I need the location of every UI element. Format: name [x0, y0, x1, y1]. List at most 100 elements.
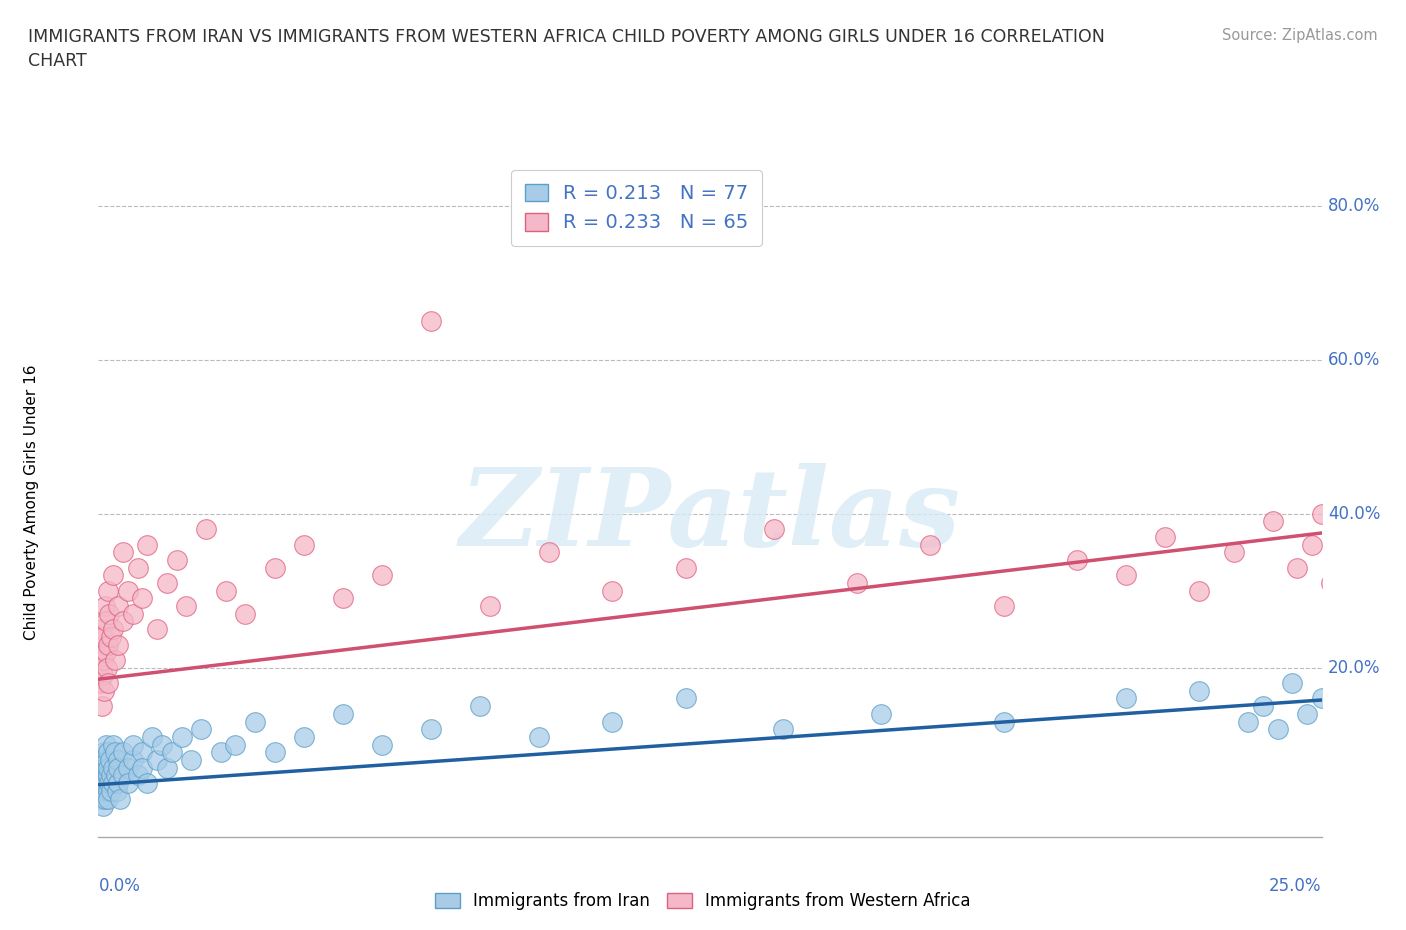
Point	[117, 583, 139, 598]
Point	[107, 752, 129, 767]
Legend: Immigrants from Iran, Immigrants from Western Africa: Immigrants from Iran, Immigrants from We…	[429, 885, 977, 917]
Point	[96, 768, 118, 783]
Point	[332, 591, 354, 605]
Point	[136, 776, 159, 790]
Point	[1310, 691, 1333, 706]
Point	[292, 729, 315, 744]
Text: ZIPatlas: ZIPatlas	[460, 462, 960, 568]
Point	[1267, 722, 1289, 737]
Point	[96, 614, 118, 629]
Point	[100, 768, 122, 783]
Point	[111, 614, 134, 629]
Point	[110, 791, 132, 806]
Point	[96, 776, 118, 790]
Point	[233, 606, 256, 621]
Point	[1334, 529, 1357, 544]
Point	[94, 761, 117, 776]
Point	[101, 622, 124, 637]
Point	[91, 653, 114, 668]
Point	[527, 729, 550, 744]
Point	[127, 768, 149, 783]
Point	[160, 745, 183, 760]
Point	[121, 606, 143, 621]
Point	[371, 568, 394, 583]
Point	[94, 791, 117, 806]
Point	[224, 737, 246, 752]
Point	[98, 752, 121, 767]
Point	[1115, 691, 1137, 706]
Point	[478, 599, 501, 614]
Point	[920, 538, 942, 552]
Point	[675, 560, 697, 575]
Point	[107, 599, 129, 614]
Point	[89, 675, 111, 690]
Point	[993, 714, 1015, 729]
Point	[263, 745, 285, 760]
Point	[91, 668, 114, 683]
Point	[1310, 506, 1333, 521]
Point	[94, 599, 117, 614]
Point	[111, 768, 134, 783]
Point	[107, 637, 129, 652]
Text: IMMIGRANTS FROM IRAN VS IMMIGRANTS FROM WESTERN AFRICA CHILD POVERTY AMONG GIRLS: IMMIGRANTS FROM IRAN VS IMMIGRANTS FROM …	[28, 28, 1105, 70]
Point	[91, 622, 114, 637]
Point	[1360, 522, 1382, 537]
Point	[136, 538, 159, 552]
Point	[292, 538, 315, 552]
Point	[111, 745, 134, 760]
Text: 60.0%: 60.0%	[1327, 351, 1381, 369]
Point	[1296, 707, 1319, 722]
Point	[100, 630, 122, 644]
Point	[1374, 560, 1396, 575]
Point	[90, 761, 112, 776]
Point	[91, 799, 114, 814]
Point	[101, 776, 124, 790]
Point	[209, 745, 232, 760]
Point	[1237, 714, 1260, 729]
Text: 20.0%: 20.0%	[1327, 658, 1381, 677]
Point	[91, 752, 114, 767]
Point	[263, 560, 285, 575]
Legend: R = 0.213   N = 77, R = 0.233   N = 65: R = 0.213 N = 77, R = 0.233 N = 65	[510, 170, 762, 246]
Point	[371, 737, 394, 752]
Point	[166, 552, 188, 567]
Point	[1188, 583, 1211, 598]
Point	[98, 606, 121, 621]
Point	[993, 599, 1015, 614]
Point	[600, 583, 623, 598]
Point	[1350, 552, 1372, 567]
Point	[1066, 552, 1088, 567]
Point	[89, 776, 111, 790]
Text: Source: ZipAtlas.com: Source: ZipAtlas.com	[1222, 28, 1378, 43]
Point	[103, 653, 125, 668]
Point	[97, 637, 120, 652]
Point	[91, 783, 114, 798]
Point	[131, 761, 153, 776]
Point	[1115, 568, 1137, 583]
Point	[1389, 522, 1406, 537]
Point	[1403, 491, 1406, 506]
Text: 25.0%: 25.0%	[1270, 877, 1322, 896]
Point	[170, 729, 193, 744]
Point	[94, 644, 117, 659]
Point	[156, 576, 179, 591]
Text: 80.0%: 80.0%	[1327, 197, 1381, 215]
Point	[101, 737, 124, 752]
Point	[91, 630, 114, 644]
Point	[1154, 529, 1177, 544]
Point	[90, 644, 112, 659]
Point	[101, 568, 124, 583]
Point	[97, 761, 120, 776]
Point	[90, 791, 112, 806]
Point	[1301, 538, 1323, 552]
Point	[146, 622, 169, 637]
Point	[105, 783, 128, 798]
Point	[97, 791, 120, 806]
Point	[101, 761, 124, 776]
Point	[1222, 545, 1244, 560]
Point	[89, 660, 111, 675]
Point	[131, 745, 153, 760]
Point	[98, 776, 121, 790]
Point	[772, 722, 794, 737]
Point	[97, 583, 120, 598]
